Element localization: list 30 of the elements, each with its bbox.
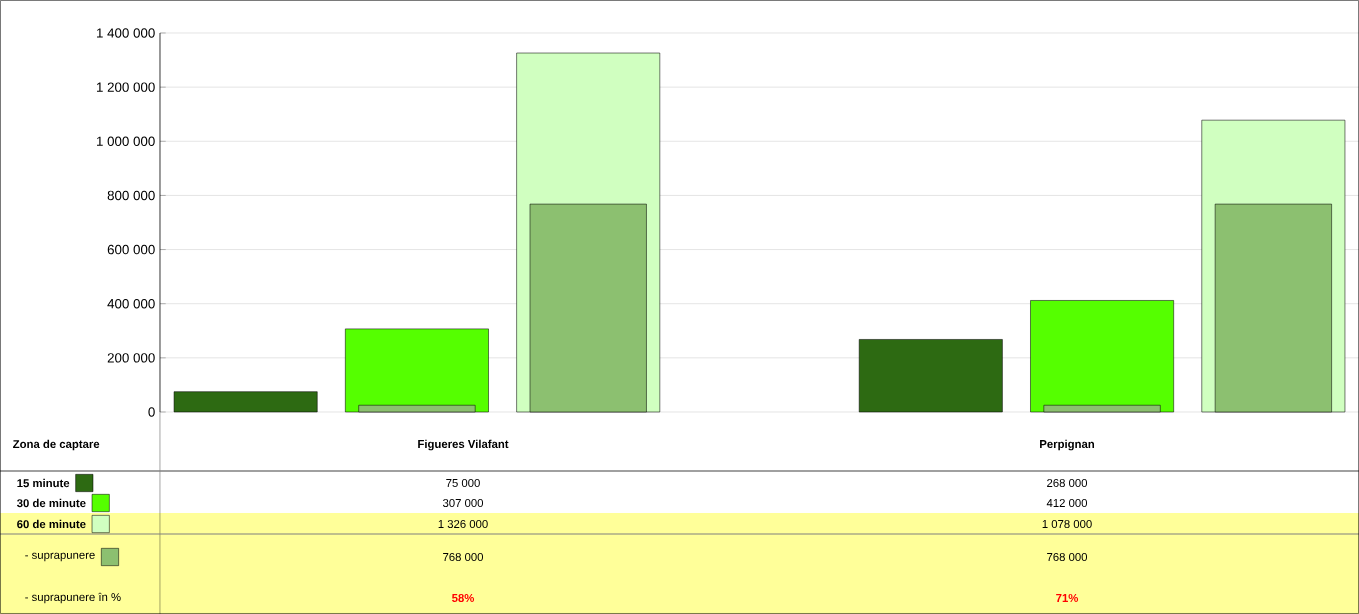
data-label: 412 000 xyxy=(1046,499,1088,507)
x-tick-label: Figueres Vilafant xyxy=(418,439,509,451)
data-label: 75 000 xyxy=(446,479,480,487)
bar xyxy=(173,391,318,413)
y-tick-label: 400 000 xyxy=(107,298,155,309)
data-label: 768 000 xyxy=(443,553,484,561)
legend-label: 15 minute xyxy=(17,478,70,488)
data-label: 1 326 000 xyxy=(438,520,488,528)
data-label: 1 078 000 xyxy=(1042,520,1092,528)
y-tick-label: 200 000 xyxy=(107,353,155,363)
bar xyxy=(858,339,1003,413)
legend-label: 60 de minute xyxy=(17,519,86,529)
text: 71% xyxy=(1056,594,1079,602)
text: 58% xyxy=(452,594,475,603)
data-label: 768 000 xyxy=(1047,553,1088,561)
bar xyxy=(345,328,489,413)
y-tick-label: 1 200 000 xyxy=(97,82,155,92)
text: - suprapunere în % xyxy=(25,592,121,604)
y-tick-label: 600 000 xyxy=(107,244,155,255)
data-label: 307 000 xyxy=(442,499,484,507)
legend-label: 30 de minute xyxy=(16,498,86,508)
x-tick-label: Perpignan xyxy=(1040,439,1095,451)
y-tick-label: 800 000 xyxy=(107,190,155,201)
x-axis-title: Zona de captare xyxy=(13,439,100,451)
y-tick-label: 1 400 000 xyxy=(97,28,155,38)
data-label: 268 000 xyxy=(1047,479,1088,487)
bar xyxy=(1030,300,1174,413)
y-tick-label: 1 000 000 xyxy=(97,136,155,146)
legend-label: - suprapunere xyxy=(25,552,95,562)
y-tick-label: 0 xyxy=(148,407,155,417)
